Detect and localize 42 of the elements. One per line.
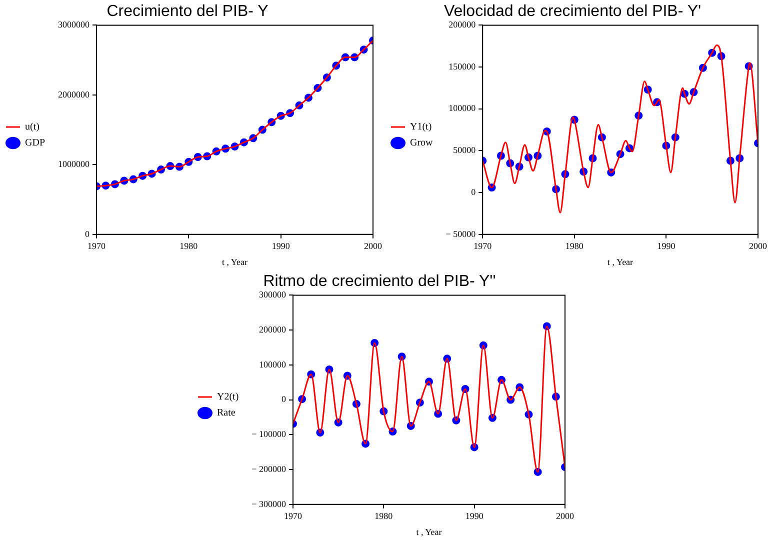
legend-label: u(t)	[25, 122, 40, 133]
x-tick-label: 1980	[374, 511, 394, 522]
x-axis-title: t , Year	[416, 526, 442, 537]
y-tick-label: 2000000	[58, 89, 90, 100]
line-series	[482, 44, 758, 214]
y-tick-label: 1000000	[58, 159, 90, 170]
y-tick-label: 0	[85, 228, 90, 239]
legend-label: GDP	[25, 138, 46, 149]
x-tick-label: 2000	[556, 511, 574, 522]
x-axis-title: t , Year	[608, 256, 634, 267]
legend-label: Rate	[217, 408, 236, 419]
x-tick-label: 2000	[749, 241, 768, 252]
x-tick-label: 1990	[657, 241, 676, 252]
y-tick-label: − 300000	[252, 498, 286, 509]
y-tick-label: − 200000	[252, 464, 286, 474]
y-tick-label: 200000	[258, 324, 286, 334]
x-tick-label: 1980	[180, 241, 198, 252]
y-tick-label: − 50000	[446, 228, 476, 239]
x-tick-label: 1970	[88, 241, 106, 252]
y-tick-label: 0	[471, 186, 476, 197]
legend-label: Y2(t)	[217, 392, 239, 403]
y-tick-label: 100000	[448, 103, 476, 114]
chart-title: Crecimiento del PIB- Y	[106, 3, 269, 20]
y-tick-label: 0	[281, 394, 286, 404]
x-tick-label: 1980	[565, 241, 584, 252]
chart-title: Velocidad de crecimiento del PIB- Y'	[444, 3, 702, 20]
y-tick-label: 200000	[448, 20, 476, 30]
x-tick-label: 1990	[272, 241, 290, 252]
y-tick-label: 50000	[453, 145, 476, 156]
y-tick-label: 300000	[258, 290, 286, 300]
x-tick-label: 1970	[474, 241, 492, 252]
x-tick-label: 2000	[364, 241, 382, 252]
y-tick-label: − 100000	[252, 429, 286, 440]
y-tick-label: 100000	[258, 359, 286, 370]
legend-label: Y1(t)	[410, 122, 432, 133]
x-tick-label: 1990	[465, 511, 484, 522]
chart-title: Ritmo de crecimiento del PIB- Y''	[263, 273, 496, 290]
x-tick-label: 1970	[284, 511, 302, 522]
y-tick-label: 150000	[448, 61, 476, 72]
legend-label: Grow	[410, 138, 434, 149]
y-tick-label: 3000000	[58, 20, 90, 30]
x-axis-title: t , Year	[222, 256, 248, 267]
